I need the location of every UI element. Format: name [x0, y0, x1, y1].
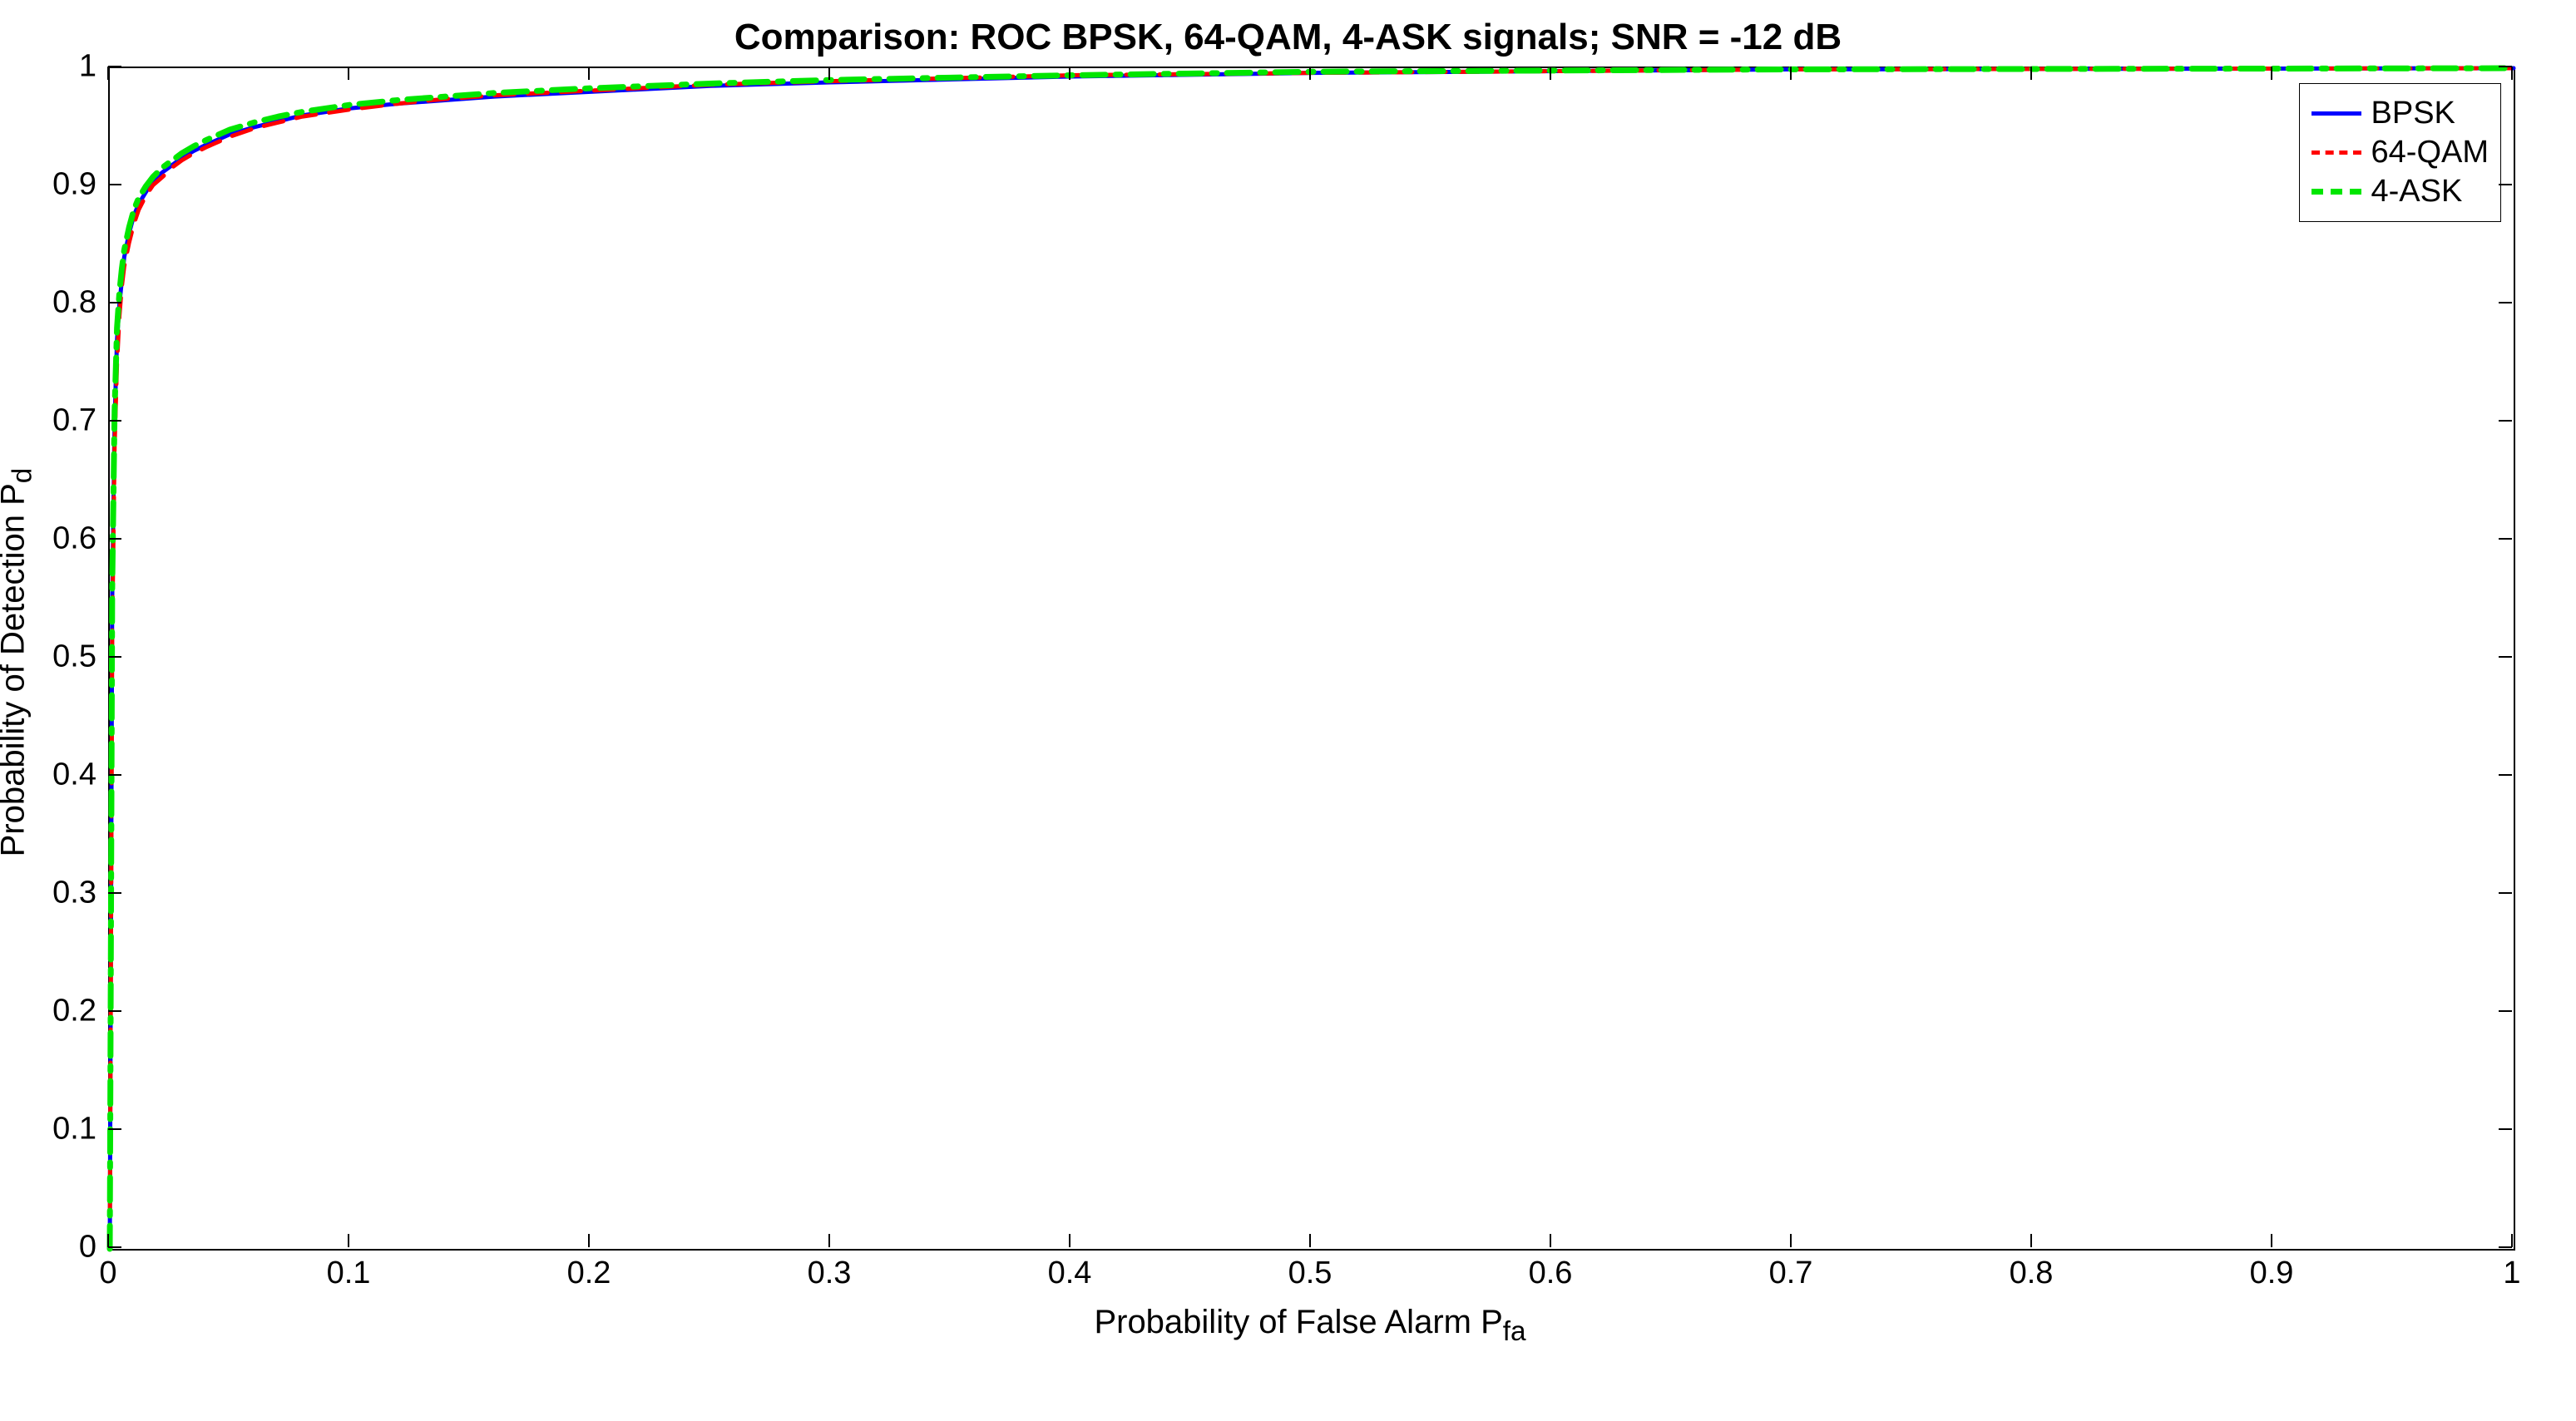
ytick-mark [2499, 302, 2512, 303]
ytick-mark [2499, 1246, 2512, 1248]
legend-row-bpsk: BPSK [2311, 96, 2489, 131]
xtick-label: 0.7 [1769, 1256, 1813, 1291]
x-axis-label: Probability of False Alarm Pfa [108, 1304, 2512, 1348]
ytick-label: 0.4 [52, 757, 96, 793]
xtick-mark [107, 1234, 109, 1247]
ytick-mark [108, 1246, 121, 1248]
ytick-mark [108, 302, 121, 303]
xtick-mark [1069, 1234, 1070, 1247]
y-axis-label: Probability of Detection Pd [0, 72, 39, 1253]
chart-title: Comparison: ROC BPSK, 64-QAM, 4-ASK sign… [0, 17, 2576, 58]
ytick-label: 0.2 [52, 994, 96, 1029]
ytick-label: 0.6 [52, 521, 96, 557]
roc-chart: Comparison: ROC BPSK, 64-QAM, 4-ASK sign… [0, 0, 2576, 1421]
ytick-mark [2499, 1010, 2512, 1012]
xtick-label: 0.5 [1288, 1256, 1332, 1291]
ytick-label: 0.3 [52, 876, 96, 911]
legend-row-ask4: 4-ASK [2311, 174, 2489, 210]
ytick-mark [2499, 892, 2512, 894]
xtick-mark [828, 67, 830, 80]
xtick-mark [107, 67, 109, 80]
ytick-mark [108, 66, 121, 67]
xtick-label: 1 [2503, 1256, 2520, 1291]
xtick-mark [1309, 1234, 1311, 1247]
ytick-mark [108, 892, 121, 894]
xtick-mark [1550, 67, 1551, 80]
xtick-mark [1550, 1234, 1551, 1247]
ytick-mark [108, 1010, 121, 1012]
legend-label-bpsk: BPSK [2371, 96, 2455, 131]
xtick-label: 0.3 [808, 1256, 852, 1291]
xtick-mark [348, 1234, 349, 1247]
ytick-mark [2499, 656, 2512, 658]
xtick-mark [1790, 1234, 1792, 1247]
xtick-mark [1790, 67, 1792, 80]
xtick-mark [828, 1234, 830, 1247]
xtick-label: 0.9 [2250, 1256, 2294, 1291]
xtick-mark [1069, 67, 1070, 80]
xtick-mark [588, 1234, 590, 1247]
series-ask4 [110, 68, 2514, 1249]
xtick-mark [2271, 1234, 2272, 1247]
ytick-label: 0 [79, 1230, 96, 1266]
xtick-mark [2511, 1234, 2513, 1247]
xtick-label: 0.6 [1529, 1256, 1573, 1291]
xtick-mark [2030, 67, 2032, 80]
legend-swatch-qam64 [2311, 150, 2361, 155]
xtick-mark [1309, 67, 1311, 80]
xtick-label: 0.1 [327, 1256, 371, 1291]
ytick-mark [108, 538, 121, 540]
y-axis-label-sub: d [7, 468, 38, 484]
ytick-label: 1 [79, 49, 96, 85]
ytick-mark [108, 420, 121, 422]
ytick-mark [108, 656, 121, 658]
ytick-label: 0.9 [52, 167, 96, 203]
xtick-mark [2271, 67, 2272, 80]
ytick-mark [108, 1128, 121, 1130]
x-axis-label-sub: fa [1503, 1316, 1526, 1347]
xtick-mark [588, 67, 590, 80]
xtick-label: 0.4 [1048, 1256, 1092, 1291]
ytick-mark [2499, 66, 2512, 67]
y-axis-label-text: Probability of Detection P [0, 483, 32, 856]
ytick-label: 0.7 [52, 403, 96, 439]
ytick-mark [2499, 184, 2512, 185]
legend-swatch-bpsk [2311, 111, 2361, 116]
legend-swatch-ask4 [2311, 189, 2361, 195]
ytick-mark [108, 184, 121, 185]
legend-label-ask4: 4-ASK [2371, 174, 2463, 210]
ytick-mark [108, 774, 121, 776]
xtick-mark [348, 67, 349, 80]
xtick-label: 0.2 [567, 1256, 611, 1291]
legend: BPSK 64-QAM 4-ASK [2299, 83, 2501, 222]
plot-svg [110, 68, 2514, 1249]
legend-row-qam64: 64-QAM [2311, 135, 2489, 170]
series-bpsk [110, 68, 2514, 1249]
x-axis-label-text: Probability of False Alarm P [1094, 1304, 1502, 1340]
legend-label-qam64: 64-QAM [2371, 135, 2489, 170]
ytick-mark [2499, 538, 2512, 540]
ytick-label: 0.5 [52, 639, 96, 675]
xtick-label: 0 [99, 1256, 116, 1291]
xtick-mark [2511, 67, 2513, 80]
series-qam64 [110, 68, 2514, 1249]
xtick-label: 0.8 [2010, 1256, 2054, 1291]
ytick-mark [2499, 420, 2512, 422]
ytick-label: 0.8 [52, 285, 96, 321]
ytick-mark [2499, 774, 2512, 776]
ytick-label: 0.1 [52, 1112, 96, 1147]
ytick-mark [2499, 1128, 2512, 1130]
plot-area [108, 67, 2515, 1251]
xtick-mark [2030, 1234, 2032, 1247]
